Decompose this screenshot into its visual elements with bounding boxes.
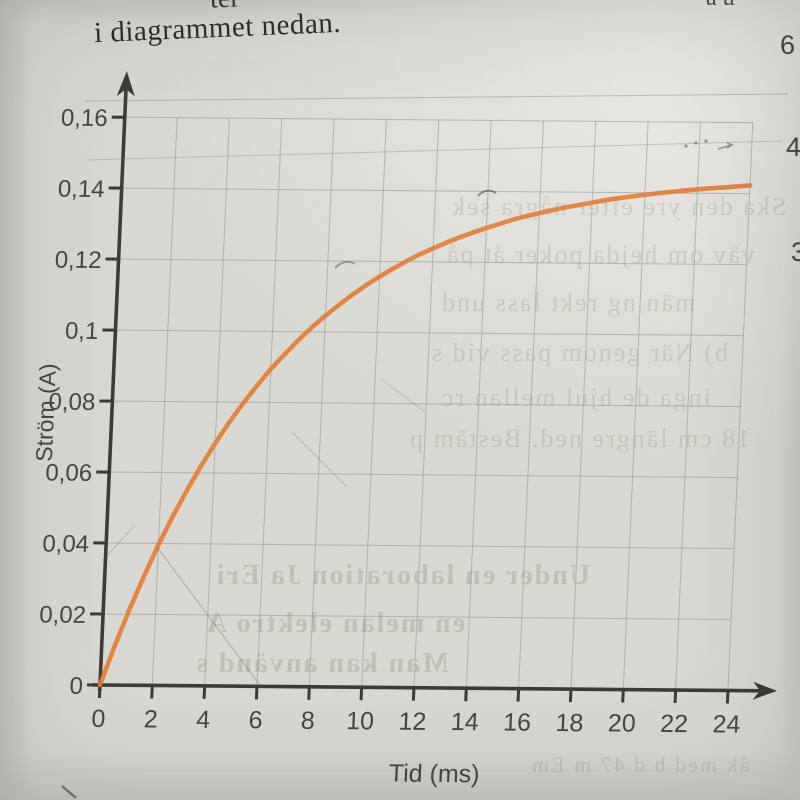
bleed-through-text: väv om hejda poker åt på [445,240,756,269]
x-tick [254,686,259,700]
x-axis [92,683,763,693]
gridline-vertical [151,117,178,686]
bleed-through-text: åk med b d 47 m Em [530,752,750,777]
x-tick [202,685,207,699]
margin-number: 6 [780,30,796,60]
x-tick-label: 10 [346,707,375,735]
x-tick [464,688,468,702]
crease-line [87,140,783,161]
y-axis-title: Ström (A) [31,363,61,462]
bleed-through-text: 18 cm längre ned. Bestäm p [408,424,751,453]
gridline-vertical [361,119,387,688]
margin-number: 3 [791,237,800,267]
y-tick-label: 0 [69,673,84,700]
x-tick-label: 16 [503,709,532,737]
x-tick-label: 2 [143,705,158,733]
x-tick-label: 14 [450,708,479,736]
gridline-vertical [413,119,440,688]
y-axis-arrow [116,71,135,97]
scratch-mark [102,524,136,561]
y-tick-label: 0,08 [48,389,96,416]
page-heading: i diagrammet nedan. [93,6,342,50]
gridline-horizontal [106,542,735,550]
cropped-mark-bottom-left [61,785,77,799]
gridline-vertical [308,119,335,687]
y-tick-label: 0,02 [39,601,87,628]
bleed-through-text: Under en laboration Ja Eri [215,560,591,591]
x-tick-label: 6 [248,706,263,734]
bleed-through-text: män ng rekt lass und [440,288,696,317]
bleed-through-text: inga de hjul mellan rc [440,383,711,412]
gridline-horizontal [124,116,753,124]
gridline-vertical [204,118,230,686]
x-tick-label: 20 [607,709,636,737]
bleed-through-text: Ska den yre efter några sek [450,192,787,221]
y-tick-label: 0,12 [54,247,102,274]
x-tick [673,690,678,704]
x-tick-label: 22 [660,710,689,738]
y-tick-label: 0,04 [42,531,90,558]
x-tick [150,685,154,699]
x-tick-label: 4 [196,706,211,734]
x-tick [621,689,625,703]
x-tick-label: 18 [555,709,584,737]
x-tick [568,689,573,703]
pen-squiggle [334,260,356,269]
y-tick-label: 0,1 [64,318,99,345]
x-tick-label: 0 [91,705,106,733]
crease-line [84,93,789,102]
cropped-text-top-right: au [706,0,741,12]
y-axis [97,86,128,692]
x-tick [307,686,311,700]
y-tick-label: 0,14 [57,176,105,203]
scratch-mark [291,431,348,488]
x-tick-label: 8 [300,707,315,735]
x-axis-arrow [752,681,777,700]
x-tick [359,687,364,701]
y-tick-label: 0,16 [60,105,108,132]
gridline-horizontal [115,329,744,337]
bleed-through-text: en melan elektro A [205,608,466,639]
x-tick [516,688,521,702]
margin-number: 4 [786,132,800,162]
x-axis-title: Tid (ms) [388,760,480,789]
gridline-vertical [256,118,283,687]
x-tick-label: 24 [712,710,741,738]
x-tick [725,690,730,704]
x-tick [411,687,416,701]
gridline-horizontal [109,471,738,479]
bleed-through-text: Man kan använd s [195,648,449,679]
x-tick-label: 12 [398,708,427,736]
x-tick [97,684,102,699]
stray-dots [684,139,735,150]
bleed-through-text: b) När genom pass vid s [430,338,729,367]
y-tick-label: 0,06 [45,460,93,487]
scratch-mark [379,377,426,413]
